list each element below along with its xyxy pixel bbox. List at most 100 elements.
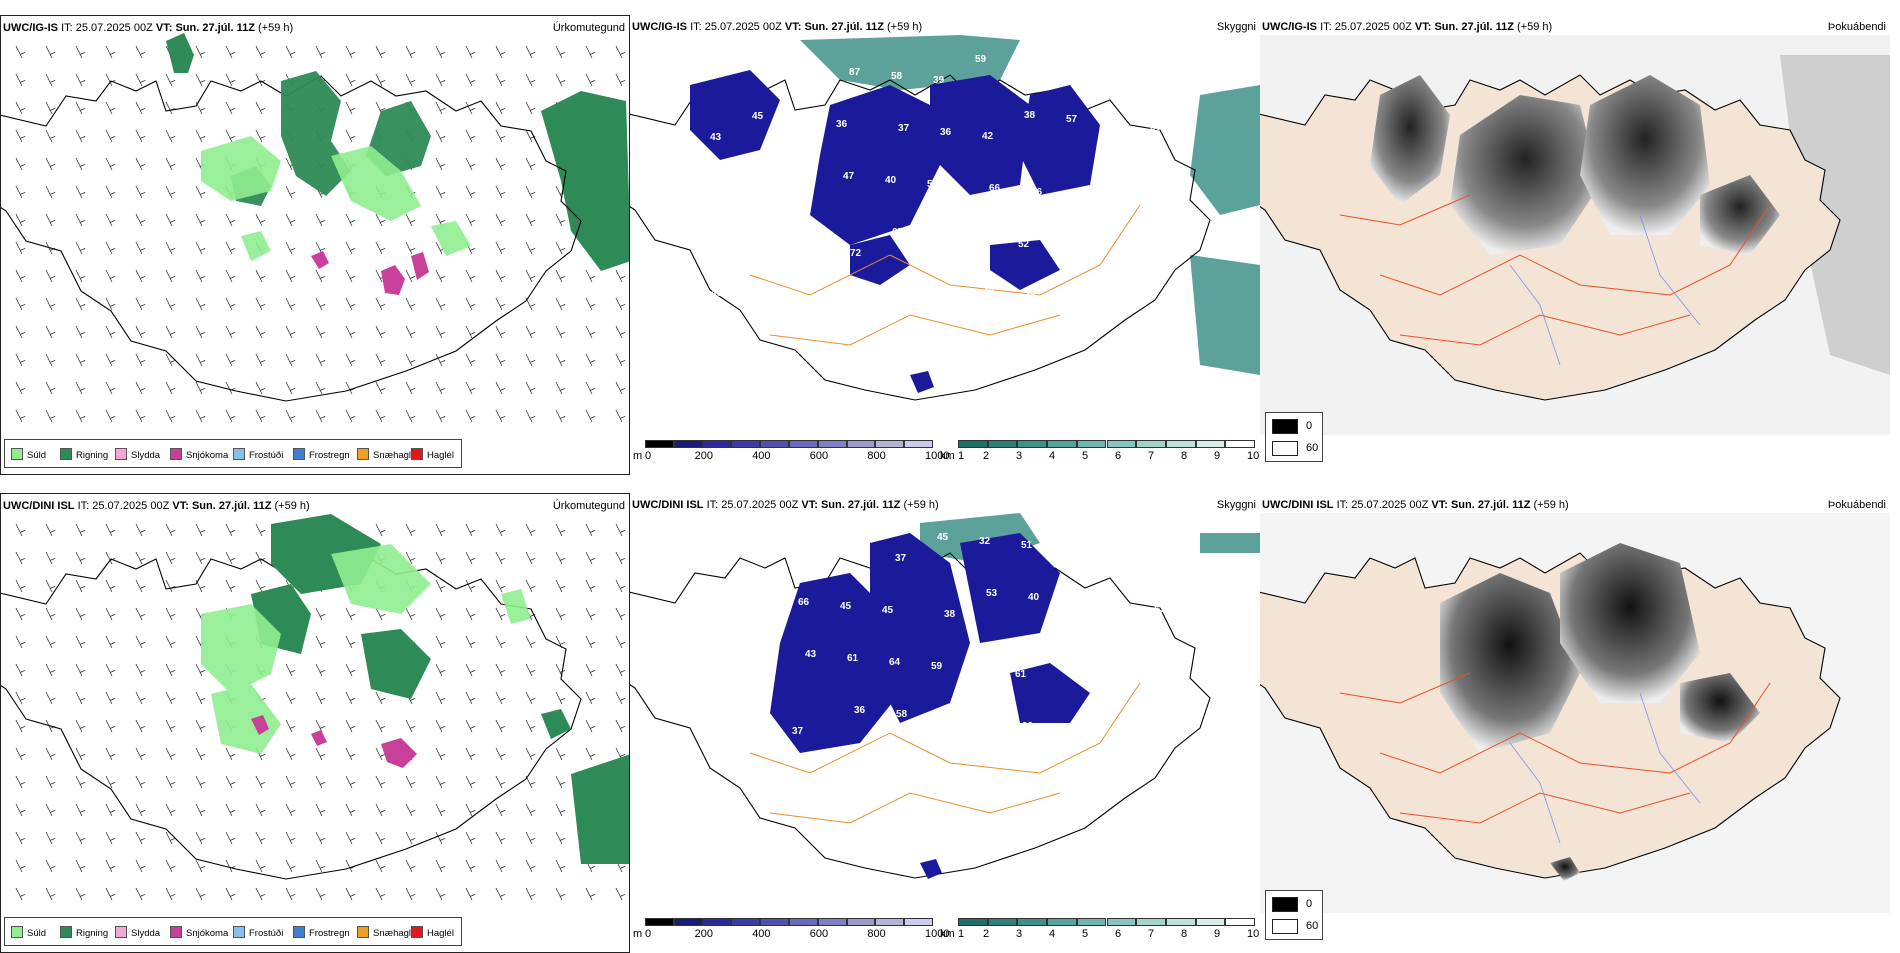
wind-barb [225, 45, 236, 59]
wind-barb [165, 691, 176, 705]
wind-barb [225, 775, 236, 789]
wind-barb [105, 353, 116, 367]
visibility-value-label: 38 [1164, 226, 1176, 237]
wind-barb [555, 551, 566, 565]
wind-barb [585, 73, 596, 87]
wind-barb [45, 381, 56, 395]
colorbar-segment [846, 440, 876, 448]
wind-barb [585, 325, 596, 339]
legend-item-snjokoma: Snjókoma [170, 448, 228, 461]
visibility-value-label: 58 [896, 709, 908, 720]
it-value: 25.07.2025 00Z [75, 22, 153, 34]
wind-barb [495, 859, 506, 873]
wind-barb [615, 381, 626, 395]
wind-barb [15, 297, 26, 311]
wind-barb [135, 691, 146, 705]
legend-label: Rigning [76, 928, 109, 939]
wind-barb [195, 551, 206, 565]
visibility-value-label: 52 [1018, 239, 1030, 250]
wind-barb [135, 45, 146, 59]
wind-barb [315, 803, 326, 817]
wind-barb [555, 241, 566, 255]
wind-barb [45, 887, 56, 901]
colorbar-segment [1076, 918, 1107, 926]
wind-barb [15, 635, 26, 649]
wind-barb [75, 523, 86, 537]
visibility-value-label: 72 [745, 59, 757, 70]
wind-barb [75, 353, 86, 367]
wind-barb [135, 803, 146, 817]
wind-barb [15, 185, 26, 199]
visibility-value-label: 37 [759, 188, 771, 199]
wind-barb [135, 73, 146, 87]
wind-barb [75, 409, 86, 423]
visibility-value-label: 40 [711, 288, 723, 299]
fog-legend-swatch-60 [1272, 441, 1298, 456]
visibility-value-label: 43 [1161, 656, 1173, 667]
colorbar-tick: 400 [752, 450, 771, 462]
vt-value: Sun. 27.júl. 11Z [1434, 21, 1514, 33]
wind-barb [75, 241, 86, 255]
wind-barb [585, 719, 596, 733]
wind-barb [435, 635, 446, 649]
fog-legend: 0 60 [1265, 890, 1323, 940]
wind-barb [225, 803, 236, 817]
wind-barb [195, 775, 206, 789]
wind-barb [165, 831, 176, 845]
wind-barb [45, 213, 56, 227]
wind-barb [375, 297, 386, 311]
wind-barb [435, 607, 446, 621]
wind-barb [345, 73, 356, 87]
wind-barb [585, 747, 596, 761]
visibility-unit: km [940, 928, 955, 940]
wind-barb [405, 381, 416, 395]
fog-legend-label-0: 0 [1306, 898, 1313, 910]
visibility-value-label: 54 [1070, 596, 1082, 607]
visibility-value-label: 481 [1109, 299, 1126, 310]
legend-label: Súld [27, 928, 47, 939]
wind-barb [435, 185, 446, 199]
wind-barb [285, 803, 296, 817]
it-value: 25.07.2025 00Z [704, 21, 782, 33]
wind-barb [555, 691, 566, 705]
wind-barb [195, 887, 206, 901]
visibility-value-label: 36 [854, 705, 866, 716]
wind-barb [45, 775, 56, 789]
wind-barb [465, 747, 476, 761]
wind-barb [465, 157, 476, 171]
elevation-unit: m [633, 450, 643, 462]
legend-item-rigning: Rigning [60, 926, 108, 939]
visibility-value-label: 51 [1115, 170, 1127, 181]
wind-barb [495, 747, 506, 761]
wind-barb [615, 353, 626, 367]
wind-barb [525, 101, 536, 115]
visibility-value-label: 46 [1031, 187, 1043, 198]
wind-barb [165, 353, 176, 367]
panel-title: Skyggni [1216, 21, 1256, 33]
wind-barb [195, 241, 206, 255]
wind-barb [465, 803, 476, 817]
visibility-value-label: 59 [931, 661, 943, 672]
wind-barb [135, 325, 146, 339]
wind-barb [285, 409, 296, 423]
wind-barb [195, 185, 206, 199]
wind-barb [15, 523, 26, 537]
wind-barb [105, 269, 116, 283]
wind-barb [525, 45, 536, 59]
it-label: IT: [1320, 21, 1332, 33]
wind-barb [615, 607, 626, 621]
wind-barb [225, 241, 236, 255]
wind-barb [435, 859, 446, 873]
panel-title: Skyggni [1216, 499, 1256, 511]
wind-barb [75, 663, 86, 677]
legend-swatch [170, 448, 182, 460]
visibility-value-label: 36 [1060, 243, 1072, 254]
wind-barb [615, 579, 626, 593]
wind-barb [135, 831, 146, 845]
wind-barb [105, 747, 116, 761]
wind-barb [555, 213, 566, 227]
wind-barb [405, 325, 416, 339]
wind-barb [345, 213, 356, 227]
wind-barb [165, 381, 176, 395]
wind-barb [285, 887, 296, 901]
